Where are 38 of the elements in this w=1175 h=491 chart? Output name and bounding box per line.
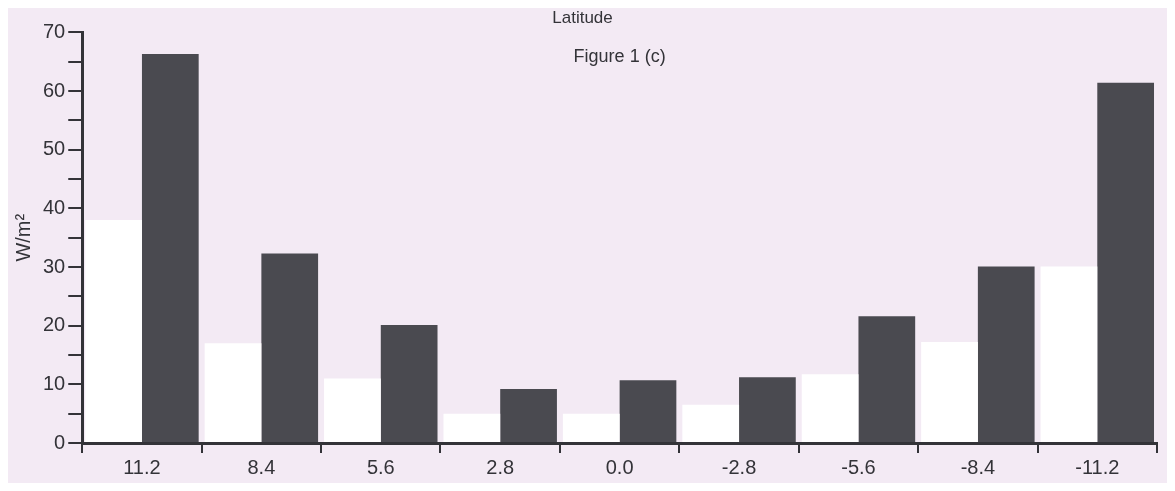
y-axis-title: W/m² xyxy=(11,213,34,262)
x-tick-label: -5.6 xyxy=(841,455,876,478)
bar xyxy=(858,316,916,442)
y-tick-label: 50 xyxy=(43,137,66,160)
bar xyxy=(682,404,740,442)
bar xyxy=(324,378,381,442)
y-tick-label: 40 xyxy=(43,195,66,218)
bar xyxy=(500,389,557,442)
x-tick-label: 0.0 xyxy=(605,455,634,478)
y-tick-label: 0 xyxy=(54,430,66,453)
y-tick-label: 10 xyxy=(43,371,66,394)
bar xyxy=(443,413,501,442)
bar xyxy=(562,413,620,442)
bar xyxy=(141,54,199,442)
bar xyxy=(619,380,677,442)
bar xyxy=(977,266,1035,442)
bar xyxy=(739,377,796,442)
x-tick-label: 11.2 xyxy=(123,455,161,478)
y-tick-label: 30 xyxy=(43,254,66,277)
x-tick-label: -2.8 xyxy=(721,455,757,478)
chart-title: Latitude xyxy=(552,7,613,27)
bar xyxy=(85,220,142,442)
x-tick-label: 8.4 xyxy=(247,455,276,478)
y-tick-label: 60 xyxy=(43,78,66,101)
x-tick-label: 2.8 xyxy=(486,455,515,478)
y-tick-label: 20 xyxy=(43,313,66,336)
x-tick-label: 5.6 xyxy=(366,455,395,478)
x-tick-label: -8.4 xyxy=(960,455,996,478)
y-tick-label: 70 xyxy=(43,19,66,42)
bar xyxy=(380,325,438,442)
bar xyxy=(801,374,859,442)
bar xyxy=(261,253,319,442)
bar xyxy=(204,343,262,442)
bar xyxy=(921,342,978,442)
x-tick-label: -11.2 xyxy=(1075,455,1120,478)
bar xyxy=(1097,82,1155,442)
annotation: Figure 1 (c) xyxy=(573,46,666,67)
bar xyxy=(1040,266,1098,442)
